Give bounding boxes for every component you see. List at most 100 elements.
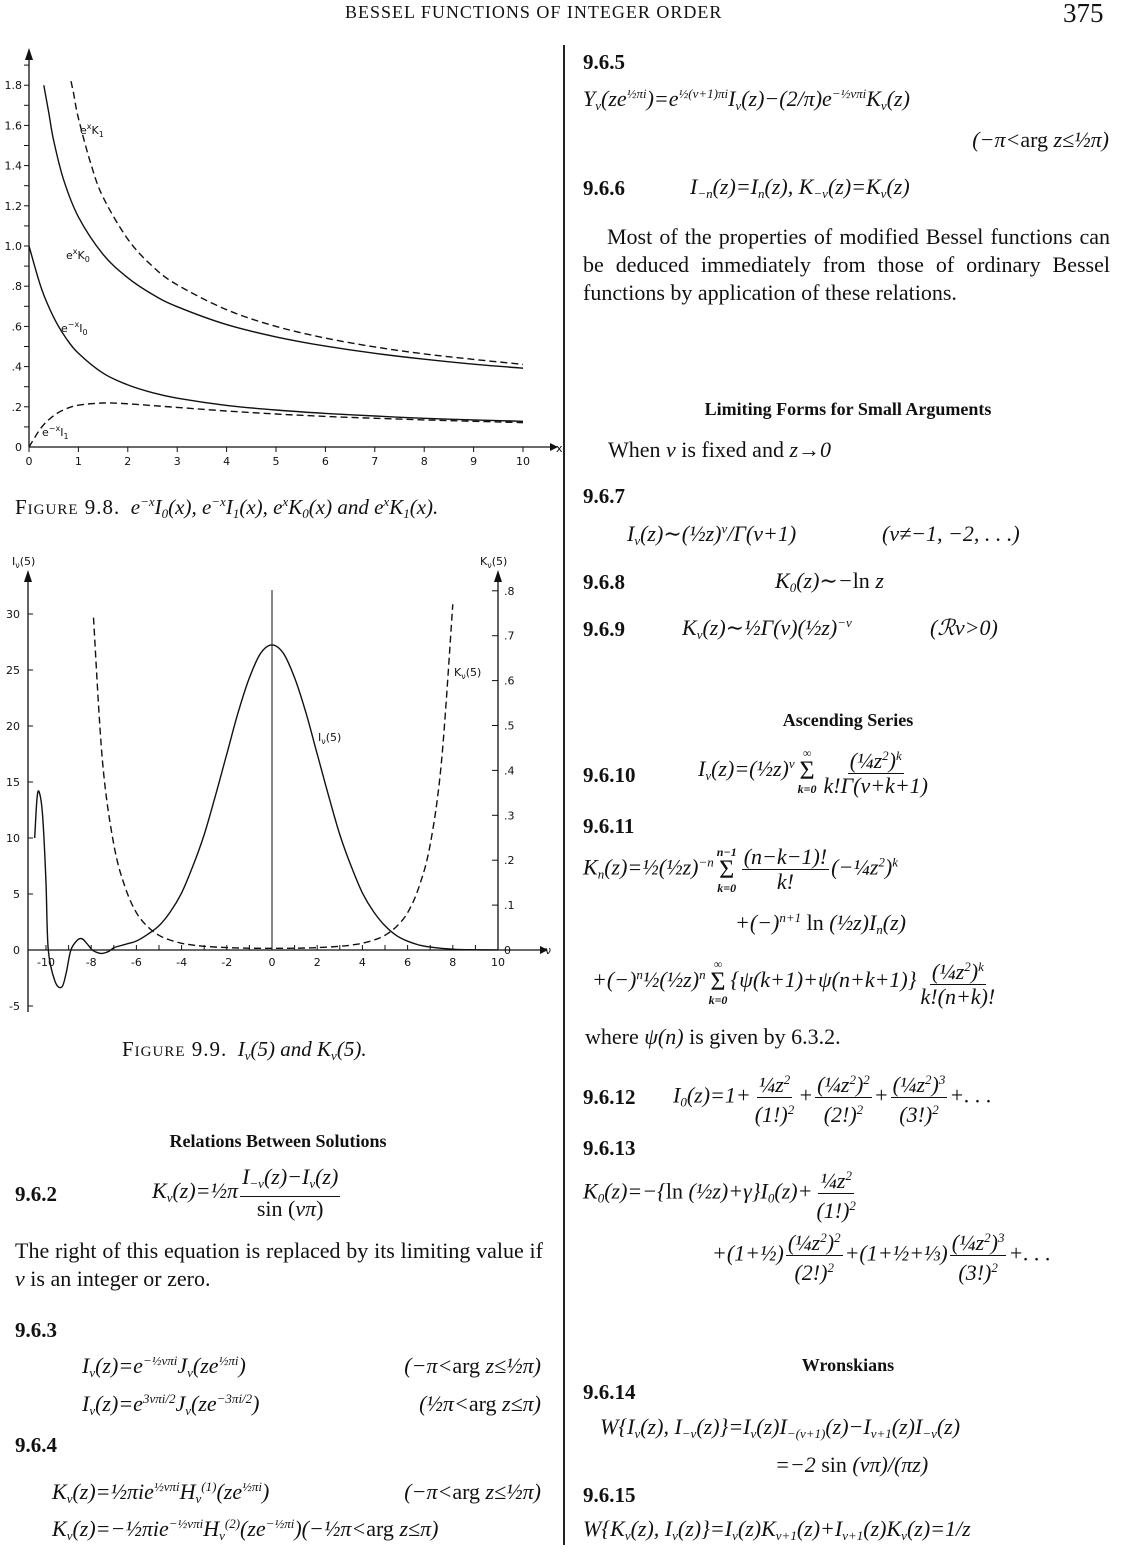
right-tick-label: .2 (504, 854, 515, 867)
left-tick-label: 5 (13, 888, 20, 901)
series-line-3 (28, 402, 524, 448)
curve-label-Iv5: Iν(5) (318, 731, 342, 746)
x-tick-label: 6 (322, 455, 329, 468)
figure-9-8-chart: 0 .2 .4 .6 .8 1.0 1.2 1.4 1.6 1.8 0 1 2 3 4 5 6 7 8 9 10 x (5, 48, 563, 468)
x-tick-label: -6 (131, 956, 142, 969)
condition: (ν≠−1, −2, . . .) (882, 521, 1020, 546)
series-line-0 (34, 644, 499, 989)
equation-number: 9.6.5 (583, 50, 625, 74)
page-number: 375 (1063, 0, 1104, 28)
x-axis-arrow-icon (540, 946, 548, 954)
right-tick-label: 0 (504, 944, 511, 957)
equation-9-6-11b: +(−)n+1 ln (½z)In(z) (735, 910, 907, 937)
equation-9-6-14a: W{Iν(z), I−ν(z)}=Iν(z)I−(ν+1)(z)−Iν+1(z)… (600, 1414, 961, 1441)
x-tick-label: 8 (421, 455, 428, 468)
x-tick-label: 10 (491, 956, 505, 969)
x-tick-label: 0 (26, 455, 33, 468)
equation-number: 9.6.4 (15, 1433, 57, 1457)
left-tick-label: 30 (6, 608, 20, 621)
paragraph: Most of the properties of modified Besse… (583, 224, 1110, 305)
figure-9-9-caption: Figure 9.9. Iν(5) and Kν(5). (122, 1037, 367, 1064)
left-axis-label: Iν(5) (12, 555, 36, 570)
right-tick-label: .8 (504, 585, 515, 598)
x-axis-label: x (556, 442, 563, 455)
equation-number: 9.6.11 (583, 814, 635, 838)
left-tick-label: 20 (6, 720, 20, 733)
equation-9-6-7: Iν(z)∼(½z)ν/Γ(ν+1) (627, 521, 797, 548)
x-tick-label: 2 (314, 956, 321, 969)
curve-label-exK0: exK0 (66, 247, 90, 264)
curve-label-e-xI1: e−xI1 (42, 424, 69, 441)
equation-9-6-2: Kν(z)=½π I−ν(z)−Iν(z) sin (νπ) (152, 1164, 341, 1221)
caption-text: e−xI0(x), e−xI1(x), exK0(x) and exK1(x). (130, 494, 439, 521)
condition: (−π<arg z≤½π) (404, 1479, 541, 1504)
right-tick-label: .1 (504, 899, 515, 912)
equation-9-6-12: I0(z)=1+ ¼z2 (1!)2 + (¼z2)2 (2!)2 + (¼z2)3 (3!)2… (673, 1068, 992, 1127)
x-tick-label: -10 (37, 956, 55, 969)
x-tick-label: 6 (404, 956, 411, 969)
x-axis-arrow-icon (550, 443, 558, 451)
equation-9-6-3a: Iν(z)=e−½νπiJν(ze½πi) (82, 1353, 246, 1380)
series-line-0 (70, 81, 524, 366)
equation-number: 9.6.15 (583, 1483, 636, 1507)
section-heading-ascending: Ascending Series (782, 710, 914, 730)
x-tick-label: 4 (223, 455, 230, 468)
equation-9-6-13b: +(1+½) (¼z2)2 (2!)2 +(1+½+⅓) (¼z2)3 (3!)2 +. .… (712, 1226, 1051, 1285)
y-tick-label: .6 (12, 320, 23, 333)
figure-label: Figure 9.8. (15, 495, 121, 519)
equation-number: 9.6.10 (583, 763, 636, 787)
y-tick-label: .4 (12, 361, 23, 374)
y-axis-arrow-icon (25, 48, 33, 60)
x-tick-label: 1 (75, 455, 82, 468)
right-tick-label: .4 (504, 764, 515, 777)
equation-number: 9.6.12 (583, 1085, 636, 1109)
right-tick-label: .6 (504, 675, 515, 688)
x-tick-label: 4 (359, 956, 366, 969)
x-tick-label: -4 (176, 956, 187, 969)
equation-9-6-4a: Kν(z)=½πie½νπiHν(1)(ze½πi) (52, 1479, 270, 1506)
y-tick-label: 1.2 (5, 200, 23, 213)
column-divider (563, 45, 565, 1545)
caption-text: Iν(5) and Kν(5). (237, 1037, 367, 1063)
condition: (ℛν>0) (930, 615, 998, 640)
y-tick-label: 0 (15, 441, 22, 454)
figure-9-8-caption: Figure 9.8. e−xI0(x), e−xI1(x), exK0(x) … (15, 494, 438, 522)
equation-number: 9.6.14 (583, 1380, 636, 1404)
curve-label-Kv5: Kν(5) (454, 666, 482, 681)
equation-9-6-3b: Iν(z)=e3νπi/2Jν(ze−3πi/2) (82, 1391, 260, 1418)
equation-number: 9.6.6 (583, 176, 625, 200)
where-text: where ψ(n) is given by 6.3.2. (585, 1024, 841, 1049)
right-tick-label: .3 (504, 809, 515, 822)
y-tick-label: 1.0 (5, 240, 23, 253)
x-tick-label: 3 (174, 455, 181, 468)
y-tick-label: 1.4 (5, 160, 23, 173)
curve-label-e-xI0: e−xI0 (61, 320, 88, 337)
y-tick-label: 1.6 (5, 119, 23, 132)
section-heading-relations: Relations Between Solutions (169, 1131, 387, 1151)
x-tick-label: -2 (221, 956, 232, 969)
left-tick-label: -5 (9, 1000, 20, 1013)
equation-9-6-15: W{Kν(z), Iν(z)}=Iν(z)Kν+1(z)+Iν+1(z)Kν(z… (583, 1516, 971, 1543)
figure-label: Figure 9.9. (122, 1037, 228, 1061)
right-axis-arrow-icon (494, 570, 502, 582)
condition: (−π<arg z≤½π) (972, 127, 1109, 152)
section-heading-wronskians: Wronskians (801, 1355, 895, 1375)
left-tick-label: 25 (6, 664, 20, 677)
limiting-intro: When ν is fixed and z→0 (608, 437, 832, 462)
equation-9-6-6: I−n(z)=In(z), K−ν(z)=Kν(z) (690, 174, 910, 201)
series-line-1 (43, 85, 524, 369)
equation-9-6-5: Yν(ze½πi)=e½(ν+1)πiIν(z)−(2/π)e−½νπiKν(z… (583, 86, 910, 113)
section-heading-limiting: Limiting Forms for Small Arguments (704, 399, 992, 419)
x-tick-label: 7 (371, 455, 378, 468)
x-tick-label: -8 (86, 956, 97, 969)
paragraph: The right of this equation is replaced b… (15, 1238, 543, 1291)
right-tick-label: .5 (504, 720, 515, 733)
equation-9-6-4b: Kν(z)=−½πie−½νπiHν(2)(ze−½πi)(−½π<arg z≤… (52, 1516, 439, 1543)
right-tick-label: .7 (504, 630, 515, 643)
y-tick-label: .8 (12, 280, 23, 293)
x-tick-label: 0 (269, 956, 276, 969)
left-axis-arrow-icon (24, 570, 32, 582)
condition: (−π<arg z≤½π) (404, 1353, 541, 1378)
